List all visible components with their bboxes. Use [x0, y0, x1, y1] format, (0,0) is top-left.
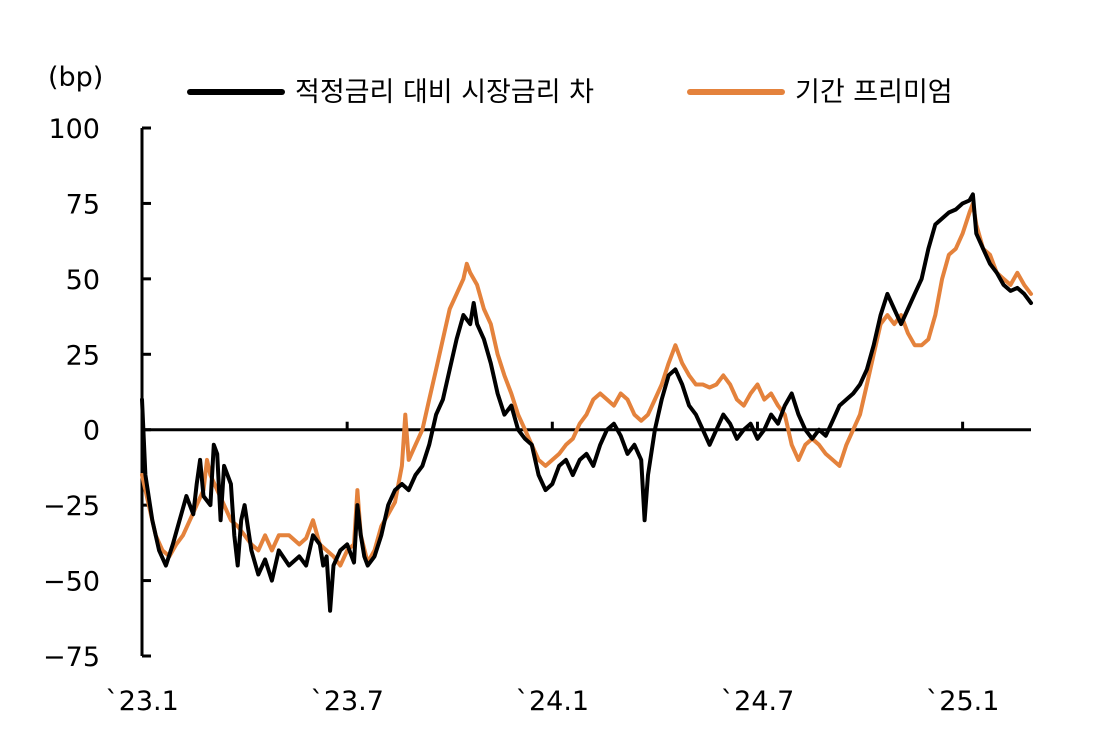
- x-tick-label: `24.1: [515, 686, 589, 717]
- y-axis: 100 75 50 25 0 −25 −50 −75: [43, 114, 151, 673]
- y-tick-label: 25: [66, 340, 100, 371]
- series-line-black: [140, 192, 1033, 613]
- y-tick-label: 0: [83, 416, 100, 447]
- x-axis: `23.1 `23.7 `24.1 `24.7 `25.1: [105, 421, 1031, 717]
- legend-item-black: 적정금리 대비 시장금리 차: [187, 77, 594, 108]
- legend-label-orange: 기간 프리미엄: [795, 77, 953, 108]
- y-tick-label: −50: [43, 567, 100, 598]
- legend-label-black: 적정금리 대비 시장금리 차: [295, 77, 594, 108]
- x-tick-label: `25.1: [926, 686, 1000, 717]
- legend-item-orange: 기간 프리미엄: [687, 77, 953, 108]
- series-line-orange: [140, 201, 1033, 568]
- y-tick-label: 75: [66, 189, 100, 220]
- series-layer: [140, 192, 1033, 613]
- y-tick-label: −25: [43, 491, 100, 522]
- x-tick-label: `24.7: [721, 686, 795, 717]
- y-axis-unit-label: (bp): [48, 62, 103, 93]
- y-tick-label: −75: [43, 642, 100, 673]
- y-tick-label: 50: [66, 265, 100, 296]
- legend: 적정금리 대비 시장금리 차 기간 프리미엄: [187, 77, 953, 108]
- x-tick-label: `23.7: [310, 686, 384, 717]
- x-tick-label: `23.1: [105, 686, 179, 717]
- y-tick-label: 100: [48, 114, 100, 145]
